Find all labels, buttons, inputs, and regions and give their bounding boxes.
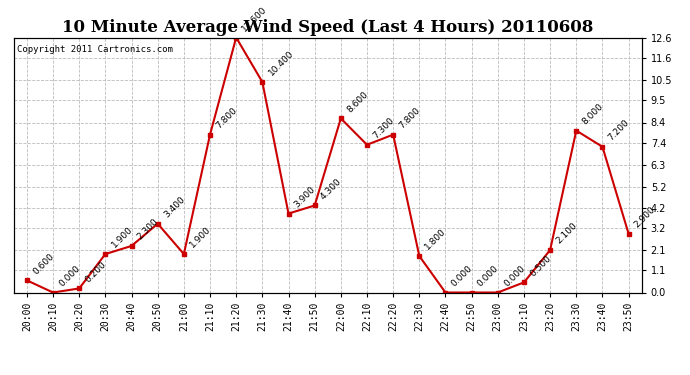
Text: 2.100: 2.100 <box>554 221 579 246</box>
Text: 8.600: 8.600 <box>345 90 370 114</box>
Text: 7.200: 7.200 <box>607 118 631 142</box>
Text: 12.600: 12.600 <box>240 5 269 33</box>
Text: 2.300: 2.300 <box>136 217 160 242</box>
Text: 8.000: 8.000 <box>580 102 605 126</box>
Text: 2.900: 2.900 <box>633 205 658 230</box>
Title: 10 Minute Average Wind Speed (Last 4 Hours) 20110608: 10 Minute Average Wind Speed (Last 4 Hou… <box>62 19 593 36</box>
Text: 0.000: 0.000 <box>502 264 526 288</box>
Text: 7.800: 7.800 <box>397 106 422 130</box>
Text: 0.000: 0.000 <box>476 264 500 288</box>
Text: 0.500: 0.500 <box>528 254 553 278</box>
Text: 10.400: 10.400 <box>266 49 295 78</box>
Text: 4.300: 4.300 <box>319 177 344 201</box>
Text: 7.300: 7.300 <box>371 116 396 141</box>
Text: 1.800: 1.800 <box>424 227 448 252</box>
Text: 7.800: 7.800 <box>214 106 239 130</box>
Text: 3.400: 3.400 <box>162 195 186 219</box>
Text: 1.900: 1.900 <box>110 225 134 250</box>
Text: Copyright 2011 Cartronics.com: Copyright 2011 Cartronics.com <box>17 45 172 54</box>
Text: 0.000: 0.000 <box>57 264 82 288</box>
Text: 0.600: 0.600 <box>31 252 56 276</box>
Text: 3.900: 3.900 <box>293 185 317 209</box>
Text: 0.200: 0.200 <box>83 260 108 284</box>
Text: 1.900: 1.900 <box>188 225 213 250</box>
Text: 0.000: 0.000 <box>450 264 474 288</box>
